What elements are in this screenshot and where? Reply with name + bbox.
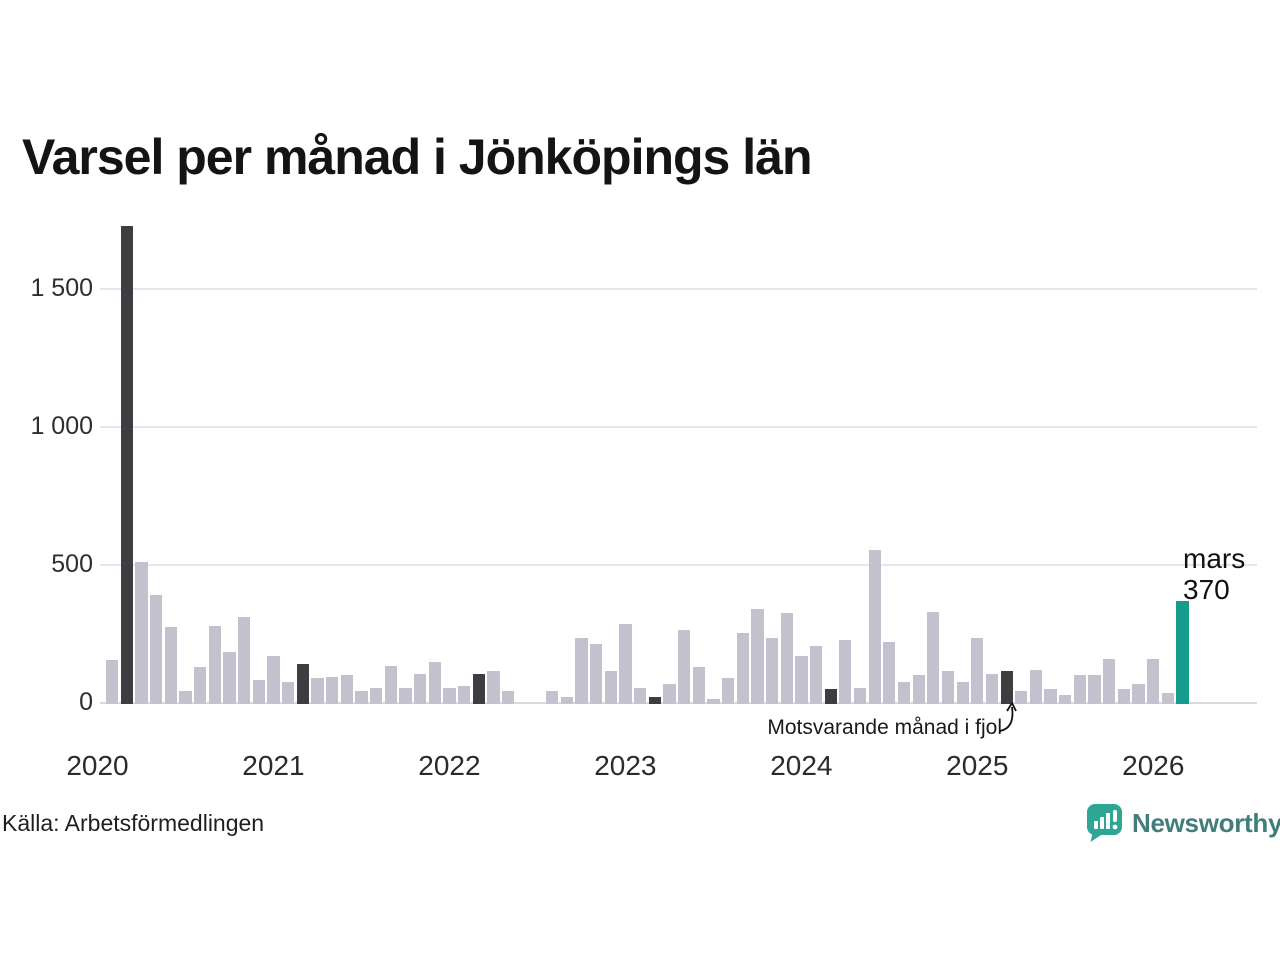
bar-2021-12 bbox=[428, 661, 441, 704]
newsworthy-logo-icon bbox=[1087, 804, 1122, 842]
bar-2024-12 bbox=[956, 682, 969, 704]
bar-2022-09 bbox=[560, 697, 573, 704]
bar-2023-09 bbox=[736, 632, 749, 704]
bar-2020-07 bbox=[179, 690, 192, 704]
bar-2022-01 bbox=[443, 687, 456, 704]
bar-2024-03 bbox=[824, 689, 837, 704]
brand-name: Newsworthy bbox=[1132, 808, 1280, 838]
bar-2021-08 bbox=[369, 687, 383, 704]
y-axis-tick-label: 1 500 bbox=[30, 274, 93, 302]
bar-2026-01 bbox=[1147, 658, 1160, 704]
bar-2022-10 bbox=[575, 638, 588, 704]
bar-2025-09 bbox=[1088, 675, 1101, 704]
x-axis-year-label-2026: 2026 bbox=[1122, 750, 1185, 781]
y-axis-tick-label: 500 bbox=[51, 550, 93, 578]
source-credit: Källa: Arbetsförmedlingen bbox=[2, 810, 265, 836]
bar-2021-04 bbox=[311, 678, 324, 704]
bar-2021-09 bbox=[384, 665, 397, 704]
bar-2022-11 bbox=[589, 643, 603, 704]
bar-2024-01 bbox=[795, 656, 808, 704]
bar-2020-06 bbox=[164, 627, 177, 704]
bar-2022-02 bbox=[457, 686, 471, 704]
y-axis-tick-label: 0 bbox=[79, 688, 93, 716]
bar-2021-03 bbox=[296, 664, 309, 704]
bar-2025-04 bbox=[1015, 690, 1028, 704]
bar-2021-10 bbox=[399, 687, 412, 704]
bar-2023-03 bbox=[648, 697, 661, 704]
bar-2025-11 bbox=[1117, 689, 1131, 704]
bar-2021-01 bbox=[267, 656, 280, 704]
brand-logo: Newsworthy bbox=[1086, 803, 1280, 843]
bar-2020-03 bbox=[120, 225, 133, 704]
bar-2025-02 bbox=[985, 674, 999, 704]
bar-2024-10 bbox=[927, 611, 940, 704]
bar-2024-06 bbox=[868, 549, 881, 704]
bar-2025-03 bbox=[1000, 671, 1013, 704]
bar-2024-09 bbox=[912, 675, 925, 704]
bar-2020-05 bbox=[149, 595, 163, 704]
bar-2022-04 bbox=[487, 671, 500, 704]
annotation-arrow-icon bbox=[999, 702, 1017, 732]
bar-2025-07 bbox=[1059, 694, 1072, 704]
bar-2020-02 bbox=[106, 660, 119, 704]
bar-2024-08 bbox=[897, 682, 911, 704]
bar-2020-08 bbox=[193, 667, 207, 704]
bar-2023-04 bbox=[663, 683, 676, 704]
page-title: Varsel per månad i Jönköpings län bbox=[22, 129, 812, 185]
bar-2023-01 bbox=[619, 624, 632, 704]
x-axis-year-label-2022: 2022 bbox=[418, 750, 481, 781]
x-axis-year-label-2020: 2020 bbox=[66, 750, 129, 781]
bar-2025-01 bbox=[971, 638, 984, 704]
bar-2023-11 bbox=[765, 638, 779, 704]
bar-2021-05 bbox=[325, 676, 339, 704]
bar-2026-03 bbox=[1176, 600, 1189, 704]
bar-2025-05 bbox=[1029, 669, 1043, 704]
bar-2025-10 bbox=[1103, 658, 1116, 704]
bar-2023-12 bbox=[780, 613, 793, 704]
bar-2020-09 bbox=[208, 625, 221, 704]
current-month-label: mars 370 bbox=[1183, 543, 1245, 605]
bar-2024-11 bbox=[941, 671, 955, 704]
bar-2020-12 bbox=[252, 679, 265, 704]
gridline-1500 bbox=[100, 288, 1257, 290]
bar-2021-02 bbox=[281, 682, 295, 704]
bar-2022-08 bbox=[545, 690, 559, 704]
bar-2020-04 bbox=[135, 562, 148, 704]
y-axis-tick-label: 1 000 bbox=[30, 412, 93, 440]
bar-2023-10 bbox=[751, 609, 764, 704]
bar-2026-02 bbox=[1161, 693, 1175, 704]
x-axis-year-label-2021: 2021 bbox=[242, 750, 305, 781]
bar-2023-05 bbox=[677, 629, 691, 704]
x-axis-year-label-2023: 2023 bbox=[594, 750, 657, 781]
bar-2022-03 bbox=[472, 674, 485, 704]
current-month-name: mars bbox=[1183, 543, 1246, 574]
bar-2021-07 bbox=[355, 690, 368, 704]
bar-2021-11 bbox=[413, 674, 427, 704]
gridline-1000 bbox=[100, 426, 1257, 428]
bar-2024-04 bbox=[839, 639, 852, 704]
gridline-500 bbox=[100, 564, 1257, 566]
annotation-last-year: Motsvarande månad i fjol bbox=[767, 716, 1002, 739]
bar-2021-06 bbox=[340, 675, 353, 704]
x-axis-year-label-2024: 2024 bbox=[770, 750, 833, 781]
bar-2025-08 bbox=[1073, 675, 1087, 704]
bar-2023-02 bbox=[633, 687, 647, 704]
current-month-value: 370 bbox=[1183, 574, 1230, 605]
bar-2023-08 bbox=[721, 678, 735, 704]
bar-2025-06 bbox=[1044, 689, 1057, 704]
x-axis-year-label-2025: 2025 bbox=[946, 750, 1009, 781]
bar-2023-06 bbox=[692, 667, 705, 704]
bar-2024-02 bbox=[809, 646, 823, 704]
bar-2022-05 bbox=[501, 690, 515, 704]
bar-2020-10 bbox=[223, 651, 236, 704]
bar-2023-07 bbox=[707, 698, 720, 704]
bar-2024-05 bbox=[853, 687, 867, 704]
bar-2022-12 bbox=[604, 671, 617, 704]
bar-2020-11 bbox=[237, 617, 251, 704]
bar-2024-07 bbox=[883, 642, 896, 704]
bar-2025-12 bbox=[1132, 683, 1145, 704]
